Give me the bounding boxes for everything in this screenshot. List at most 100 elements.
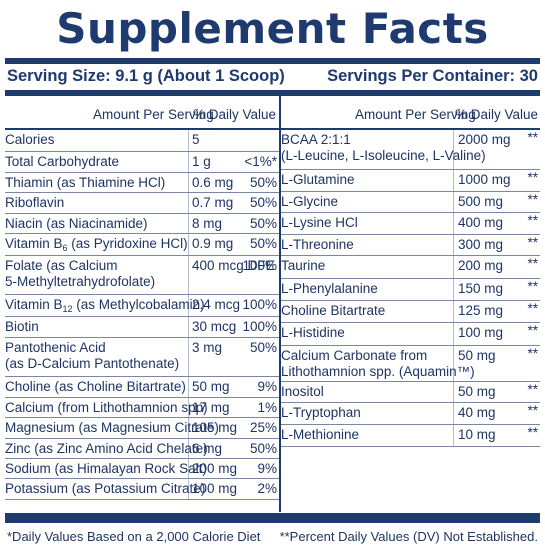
nutrient-amount: 8 mg [192, 216, 223, 231]
table-row: Calories 5 [5, 130, 279, 152]
table-row: L-Glycine 500 mg ** [281, 192, 540, 213]
nutrient-daily-value: ** [527, 192, 538, 207]
nutrient-daily-value: ** [527, 235, 538, 250]
serving-size: Serving Size: 9.1 g (About 1 Scoop) [7, 67, 285, 85]
nutrient-amount: 150 mg [458, 281, 504, 296]
right-nutrient-table: BCAA 2:1:1 (L-Leucine, L-Isoleucine, L-V… [281, 130, 540, 447]
not-established-note: **Percent Daily Values (DV) Not Establis… [279, 529, 538, 544]
bottom-divider-bar [5, 513, 540, 523]
nutrient-amount: 2000 mg [458, 132, 511, 147]
table-row: Niacin (as Niacinamide) 8 mg 50% [5, 214, 279, 234]
daily-values-note: *Daily Values Based on a 2,000 Calorie D… [7, 529, 261, 544]
nutrient-daily-value: ** [527, 130, 538, 145]
daily-value-header: % Daily Value [454, 107, 538, 122]
nutrient-daily-value: 50% [249, 175, 277, 190]
cell-divider [188, 214, 189, 233]
nutrient-daily-value: ** [527, 425, 538, 440]
nutrient-daily-value: 1% [257, 400, 277, 415]
table-row: Vitamin B6 (as Pyridoxine HCl) 0.9 mg 50% [5, 234, 279, 256]
table-row: Biotin 30 mcg 100% [5, 317, 279, 338]
table-row: L-Histidine 100 mg ** [281, 323, 540, 346]
nutrient-daily-value: 50% [249, 216, 277, 231]
table-row: Pantothenic Acid (as D-Calcium Pantothen… [5, 338, 279, 377]
cell-divider [188, 152, 189, 172]
nutrient-amount: 200 mg [458, 258, 504, 273]
cell-divider [188, 338, 189, 376]
table-row: L-Glutamine 1000 mg ** [281, 170, 540, 192]
nutrient-amount: 200 mg [192, 461, 238, 476]
amount-per-serving-header: Amount Per Serving [355, 107, 476, 122]
nutrient-amount: 1000 mg [458, 172, 511, 187]
table-row: Sodium (as Himalayan Rock Salt) 200 mg 9% [5, 459, 279, 479]
cell-divider [188, 377, 189, 397]
nutrient-name: Potassium (as Potassium Citrate) [5, 481, 206, 496]
cell-divider [453, 213, 454, 234]
nutrient-daily-value: 50% [249, 236, 277, 251]
table-row: L-Tryptophan 40 mg ** [281, 403, 540, 425]
cell-divider [453, 279, 454, 300]
daily-value-header: % Daily Value [192, 107, 276, 122]
nutrient-daily-value: 100% [242, 319, 277, 334]
nutrient-daily-value: 50% [249, 195, 277, 210]
nutrient-daily-value: 50% [249, 441, 277, 456]
cell-divider [453, 323, 454, 345]
cell-divider [188, 439, 189, 458]
nutrient-name: Biotin [5, 319, 39, 334]
nutrient-amount: 50 mg [458, 384, 496, 399]
nutrient-daily-value: ** [527, 170, 538, 185]
table-row: L-Threonine 300 mg ** [281, 235, 540, 256]
nutrient-daily-value: ** [527, 323, 538, 338]
nutrient-name: Taurine [281, 258, 326, 273]
amount-per-serving-header: Amount Per Serving [93, 107, 214, 122]
top-divider-bar [5, 58, 540, 64]
nutrient-amount: 50 mg [458, 348, 496, 363]
table-row: Thiamin (as Thiamine HCl) 0.6 mg 50% [5, 173, 279, 193]
cell-divider [453, 130, 454, 169]
nutrient-name: Calories [5, 132, 55, 147]
nutrient-daily-value: 9% [257, 379, 277, 394]
nutrient-name: L-Lysine HCl [281, 215, 358, 230]
nutrient-name: Vitamin B12 (as Methylcobalamin) [5, 297, 205, 314]
cell-divider [453, 256, 454, 278]
nutrient-amount: 5 [192, 132, 200, 147]
cell-divider [453, 382, 454, 402]
nutrient-amount: 3 mg [192, 340, 223, 355]
table-row: L-Lysine HCl 400 mg ** [281, 213, 540, 235]
nutrient-name: Riboflavin [5, 195, 65, 210]
nutrient-name: Magnesium (as Magnesium Citrate) [5, 420, 219, 435]
cell-divider [188, 256, 189, 294]
nutrient-daily-value: 25% [249, 420, 277, 435]
nutrient-name: Vitamin B6 (as Pyridoxine HCl) [5, 236, 188, 253]
nutrient-amount: 10 mg [458, 427, 496, 442]
nutrient-daily-value: ** [527, 301, 538, 316]
nutrient-amount: 105 mg [192, 420, 238, 435]
table-row: L-Methionine 10 mg ** [281, 425, 540, 447]
nutrient-name: L-Methionine [281, 427, 360, 442]
cell-divider [188, 173, 189, 192]
nutrient-daily-value: ** [527, 346, 538, 361]
table-row: Taurine 200 mg ** [281, 256, 540, 279]
nutrient-daily-value: <1%* [244, 154, 277, 169]
nutrient-daily-value: ** [527, 382, 538, 397]
nutrient-name: Pantothenic Acid (as D-Calcium Pantothen… [5, 340, 180, 371]
nutrient-amount: 100 mg [192, 481, 238, 496]
nutrient-amount: 0.7 mg [192, 195, 234, 210]
table-row: Choline (as Choline Bitartrate) 50 mg 9% [5, 377, 279, 398]
nutrient-name: L-Glycine [281, 194, 339, 209]
nutrient-name: Inositol [281, 384, 324, 399]
nutrient-amount: 40 mg [458, 405, 496, 420]
cell-divider [453, 235, 454, 255]
nutrient-name: Choline (as Choline Bitartrate) [5, 379, 186, 394]
cell-divider [188, 193, 189, 213]
nutrient-name: Folate (as Calcium 5-Methyltetrahydrofol… [5, 258, 156, 289]
cell-divider [188, 317, 189, 337]
nutrient-daily-value: 2% [257, 481, 277, 496]
nutrient-name: BCAA 2:1:1 (L-Leucine, L-Isoleucine, L-V… [281, 132, 486, 163]
nutrient-amount: 125 mg [458, 303, 504, 318]
table-row: Total Carbohydrate 1 g <1%* [5, 152, 279, 173]
table-row: Potassium (as Potassium Citrate) 100 mg 2% [5, 479, 279, 500]
cell-divider [188, 418, 189, 438]
nutrient-name: L-Phenylalanine [281, 281, 378, 296]
left-column-header: Amount Per Serving % Daily Value [5, 96, 279, 130]
table-row: L-Phenylalanine 150 mg ** [281, 279, 540, 301]
